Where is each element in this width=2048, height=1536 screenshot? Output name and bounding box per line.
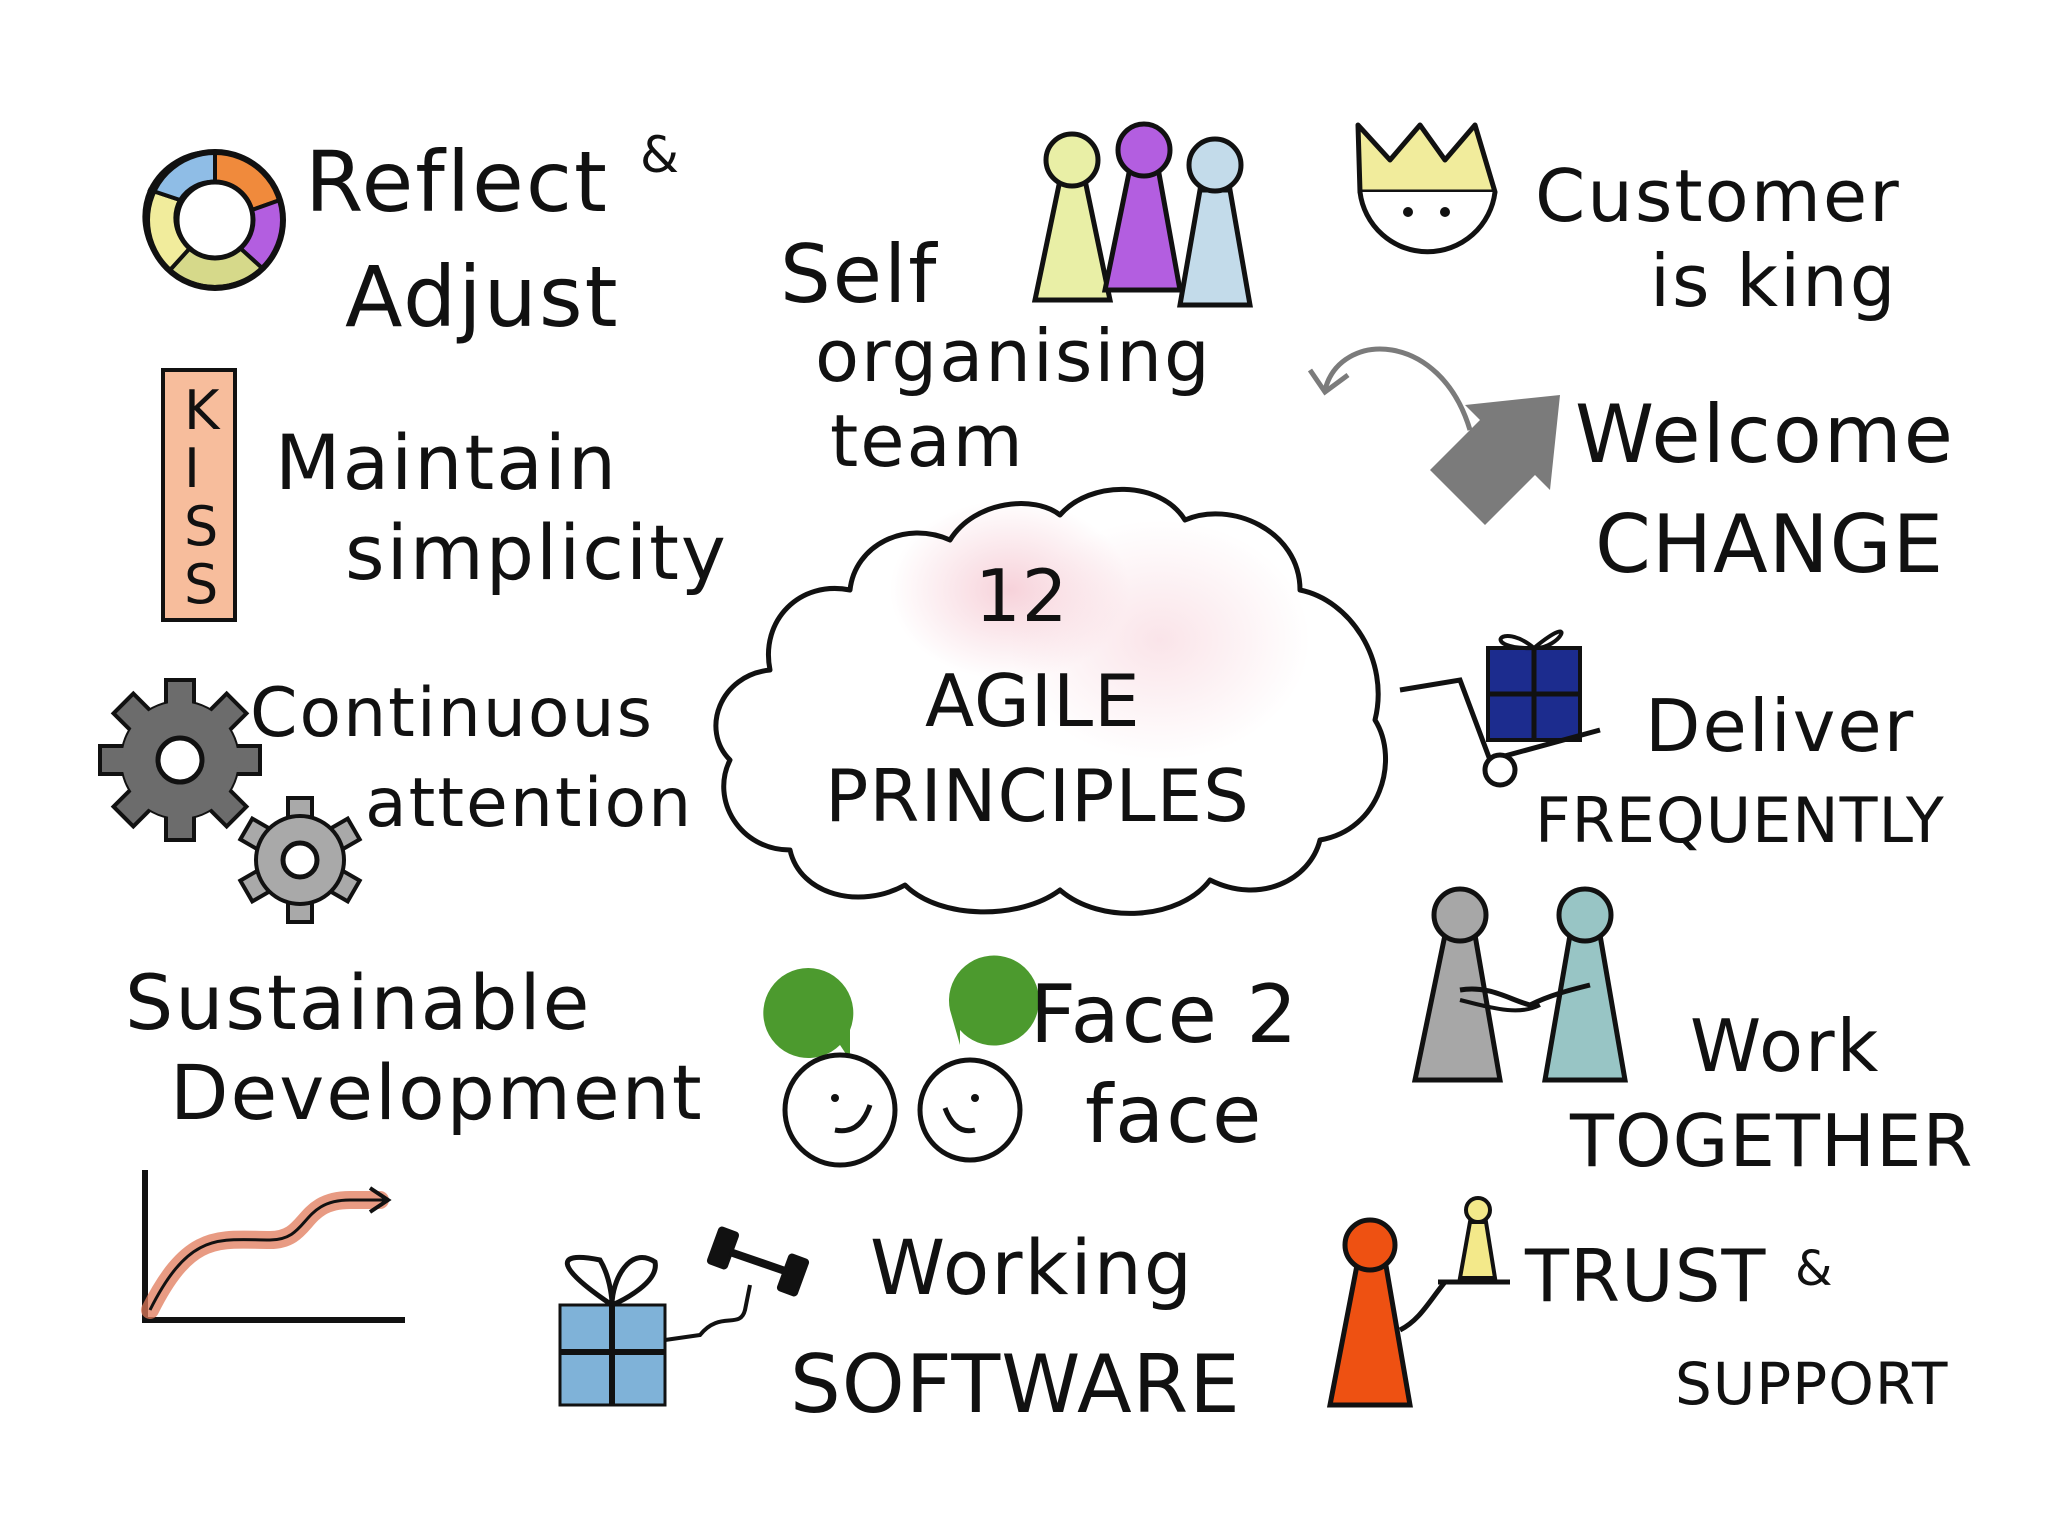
simplicity-line1: Maintain xyxy=(275,418,619,507)
face-line1: Face 2 xyxy=(1030,968,1300,1061)
attention-line1: Continuous xyxy=(250,674,655,753)
change-line1: Welcome xyxy=(1575,388,1955,481)
trust-line1: TRUST xyxy=(1525,1234,1767,1318)
reflect-line1: Reflect xyxy=(305,133,609,231)
cart-gift-icon xyxy=(1399,629,1601,788)
cloud-outline xyxy=(713,486,1389,916)
software-gift-icon xyxy=(558,1226,810,1407)
team-pawns-icon xyxy=(1031,121,1253,308)
customer-line1: Customer xyxy=(1535,154,1901,238)
cloud xyxy=(713,486,1389,916)
sustainable-line2: Development xyxy=(170,1048,704,1137)
trust-line2: SUPPORT xyxy=(1675,1350,1949,1418)
cloud-number: 12 xyxy=(975,554,1069,638)
trend-chart-icon xyxy=(141,1170,405,1323)
cloud-line-principles: PRINCIPLES xyxy=(825,754,1250,838)
simplicity-line2: simplicity xyxy=(345,508,728,597)
together-line1: Work xyxy=(1690,1004,1881,1088)
crown-face-icon xyxy=(1355,122,1498,255)
cloud-line-agile: AGILE xyxy=(925,659,1141,743)
together-line2: TOGETHER xyxy=(1570,1099,1974,1183)
trust-support-icon xyxy=(1326,1196,1510,1408)
reflect-ampersand: & xyxy=(640,126,681,184)
deliver-line2: FREQUENTLY xyxy=(1535,784,1945,857)
attention-line2: attention xyxy=(365,764,694,843)
work-together-icon xyxy=(1411,886,1628,1083)
kiss-badge-icon xyxy=(161,368,237,622)
face-to-face-icon xyxy=(763,955,1039,1168)
change-arrows-icon xyxy=(1307,346,1560,525)
software-line1: Working xyxy=(870,1223,1194,1312)
team-line3: team xyxy=(830,399,1025,483)
face-line2: face xyxy=(1085,1068,1264,1161)
gears-icon xyxy=(98,678,363,924)
trust-ampersand: & xyxy=(1795,1241,1835,1297)
cycle-ring-icon xyxy=(142,149,286,291)
team-line1: Self xyxy=(780,228,939,321)
software-line2: SOFTWARE xyxy=(790,1338,1241,1431)
change-line2: CHANGE xyxy=(1595,498,1945,591)
sustainable-line1: Sustainable xyxy=(125,958,592,1047)
cloud-pink-glow-2 xyxy=(1010,520,1310,760)
reflect-line2: Adjust xyxy=(345,248,620,346)
customer-line2: is king xyxy=(1650,239,1898,323)
deliver-line1: Deliver xyxy=(1645,684,1916,768)
team-line2: organising xyxy=(815,314,1212,398)
kiss-badge-text: KISS xyxy=(184,379,221,616)
